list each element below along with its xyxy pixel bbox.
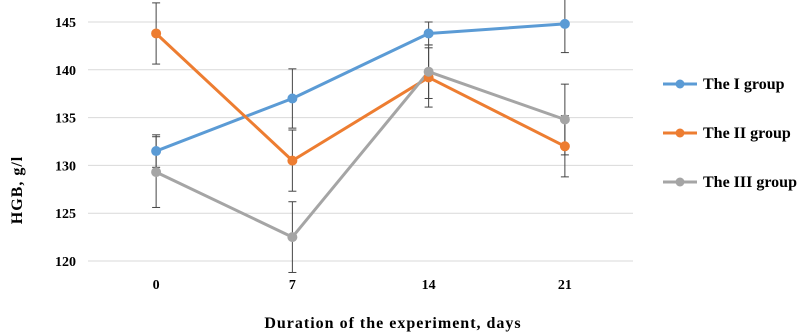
data-point: [559, 18, 570, 29]
legend-item: The III group: [663, 174, 797, 191]
gridlines: [88, 21, 633, 262]
x-tick-label: 21: [558, 278, 572, 293]
error-bars: [152, 0, 569, 273]
data-point: [423, 66, 434, 77]
data-point: [287, 155, 298, 166]
y-tick-label: 130: [55, 159, 76, 174]
y-axis-title: HGB, g/l: [9, 156, 26, 224]
y-tick-label: 145: [55, 16, 76, 31]
data-point: [287, 232, 298, 243]
x-tick-label: 14: [422, 278, 436, 293]
legend-label: The II group: [703, 125, 791, 142]
legend-label: The I group: [703, 76, 785, 93]
legend-item: The II group: [663, 125, 791, 142]
data-point: [151, 28, 162, 39]
y-tick-label: 120: [55, 255, 76, 270]
series-line-3: [155, 70, 566, 239]
x-axis-title: Duration of the experiment, days: [264, 315, 521, 332]
series-line-2: [155, 32, 566, 163]
x-tick-label: 7: [289, 278, 296, 293]
legend-item: The I group: [663, 76, 785, 93]
x-tick-labels: 0 7 14 21: [153, 278, 572, 293]
y-tick-labels: 120 125 130 135 140 145: [55, 16, 76, 270]
data-point: [559, 114, 570, 125]
series-lines: [155, 22, 566, 239]
data-points: [151, 18, 570, 243]
legend-swatch-marker: [675, 177, 685, 187]
y-tick-label: 140: [55, 64, 76, 79]
x-tick-label: 0: [153, 278, 160, 293]
legend-label: The III group: [703, 174, 797, 191]
data-point: [151, 146, 162, 157]
data-point: [423, 28, 434, 39]
series-line-1: [155, 22, 565, 153]
data-point: [151, 167, 162, 178]
legend: The I group The II group The III group: [663, 76, 797, 191]
y-tick-label: 135: [55, 112, 76, 127]
data-point: [559, 141, 570, 152]
legend-swatch-marker: [675, 128, 685, 138]
data-point: [287, 93, 298, 104]
y-tick-label: 125: [55, 207, 76, 222]
legend-swatch-marker: [675, 79, 685, 89]
